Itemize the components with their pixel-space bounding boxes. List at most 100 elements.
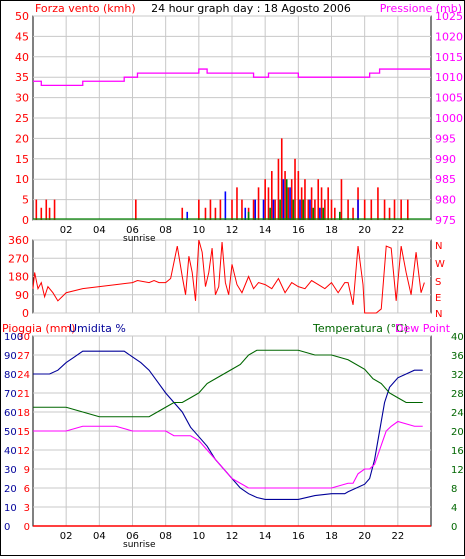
x-tick-bottom: 22	[391, 531, 404, 542]
y-tick-wind: 5	[22, 194, 29, 207]
direction-label-n-top: N	[435, 241, 442, 252]
y-tick-wind: 30	[15, 92, 29, 105]
y-tick-wind: 15	[15, 153, 29, 166]
sunrise-label-bottom: sunrise	[123, 540, 156, 550]
y2-tick-pressure: 1025	[435, 10, 463, 23]
y-tick-rain: 18	[17, 408, 30, 419]
x-tick-top: 02	[60, 225, 73, 236]
y-tick-rain: 27	[17, 351, 30, 362]
y2-tick-pressure: 1000	[435, 112, 463, 125]
x-tick-top: 10	[192, 225, 205, 236]
chart-title: 24 hour graph day : 18 Agosto 2006	[151, 2, 351, 15]
y-tick-wind: 0	[22, 214, 29, 227]
y-tick-rain: 3	[24, 503, 30, 514]
y2-tick-pressure: 1010	[435, 71, 463, 84]
y-tick-wind: 40	[15, 51, 29, 64]
x-tick-bottom: 20	[358, 531, 371, 542]
temperature-axis-label: Temperatura (°C)	[312, 322, 408, 335]
y2-tick-pressure: 995	[435, 132, 456, 145]
y-tick-humidity: 50	[4, 427, 17, 438]
y-tick-rain: 21	[17, 389, 30, 400]
x-tick-top: 18	[325, 225, 338, 236]
y-tick-wind: 20	[15, 132, 29, 145]
x-tick-top: 14	[259, 225, 272, 236]
x-tick-bottom: 04	[93, 531, 106, 542]
y-tick-direction: 360	[8, 234, 29, 247]
direction-label-s: S	[435, 277, 441, 288]
y-tick-wind: 25	[15, 112, 29, 125]
y-tick-humidity: 0	[4, 522, 10, 533]
y2-tick-pressure: 980	[435, 194, 456, 207]
y-tick-temperature: 36	[451, 351, 464, 362]
dewpoint-axis-label: Dew Point	[395, 322, 451, 335]
y-tick-rain: 0	[24, 522, 30, 533]
x-tick-bottom: 14	[259, 531, 272, 542]
x-tick-bottom: 10	[192, 531, 205, 542]
y-tick-humidity: 30	[4, 465, 17, 476]
y-tick-humidity: 80	[4, 370, 17, 381]
y-tick-temperature: 24	[451, 408, 464, 419]
y-tick-temperature: 12	[451, 465, 464, 476]
y-tick-rain: 15	[17, 427, 30, 438]
y-tick-temperature: 4	[451, 503, 457, 514]
x-tick-bottom: 06	[126, 531, 139, 542]
y-tick-humidity: 70	[4, 389, 17, 400]
y-tick-direction: 180	[8, 271, 29, 284]
y2-tick-pressure: 985	[435, 173, 456, 186]
y-tick-rain: 30	[17, 332, 30, 343]
x-tick-top: 16	[292, 225, 305, 236]
x-tick-top: 12	[226, 225, 239, 236]
y-tick-humidity: 100	[4, 332, 23, 343]
y-tick-temperature: 16	[451, 446, 464, 457]
y-tick-wind: 45	[15, 30, 29, 43]
x-tick-top: 22	[391, 225, 404, 236]
x-tick-bottom: 18	[325, 531, 338, 542]
x-tick-bottom: 02	[60, 531, 73, 542]
direction-label-e: E	[435, 293, 441, 304]
y-tick-rain: 6	[24, 484, 30, 495]
x-tick-bottom: 12	[226, 531, 239, 542]
x-tick-bottom: 16	[292, 531, 305, 542]
y-tick-wind: 10	[15, 173, 29, 186]
y2-tick-pressure: 1005	[435, 92, 463, 105]
humidity-axis-label: Umidita %	[69, 322, 126, 335]
y-tick-wind: 50	[15, 10, 29, 23]
y-tick-direction: 270	[8, 252, 29, 265]
y-tick-temperature: 0	[451, 522, 457, 533]
y-tick-humidity: 60	[4, 408, 17, 419]
pressure-line	[33, 68, 431, 87]
wind-axis-label: Forza vento (kmh)	[35, 2, 136, 15]
y-tick-temperature: 40	[451, 332, 464, 343]
y2-tick-pressure: 1015	[435, 51, 463, 64]
y-tick-temperature: 32	[451, 370, 464, 381]
y-tick-rain: 24	[17, 370, 30, 381]
y-tick-temperature: 20	[451, 427, 464, 438]
y-tick-direction: 0	[22, 307, 29, 320]
x-tick-top: 20	[358, 225, 371, 236]
x-tick-top: 04	[93, 225, 106, 236]
y-tick-direction: 90	[15, 289, 29, 302]
y-tick-humidity: 10	[4, 503, 17, 514]
y-tick-temperature: 8	[451, 484, 457, 495]
y-tick-temperature: 28	[451, 389, 464, 400]
x-tick-bottom: 08	[159, 531, 172, 542]
y-tick-humidity: 90	[4, 351, 17, 362]
dewpoint-line	[33, 420, 423, 489]
wind-direction-line	[32, 239, 425, 314]
x-tick-top: 08	[159, 225, 172, 236]
y2-tick-pressure: 975	[435, 214, 456, 227]
x-tick-top: 06	[126, 225, 139, 236]
rain-axis-label: Pioggia (mm)	[2, 322, 75, 335]
sunrise-label-top: sunrise	[123, 234, 156, 244]
y2-tick-pressure: 990	[435, 153, 456, 166]
y2-tick-pressure: 1020	[435, 30, 463, 43]
direction-label-w: W	[435, 259, 445, 270]
y-tick-humidity: 20	[4, 484, 17, 495]
y-tick-wind: 35	[15, 71, 29, 84]
y-tick-humidity: 40	[4, 446, 17, 457]
y-tick-rain: 12	[17, 446, 30, 457]
pressure-axis-label: Pressione (mb)	[380, 2, 462, 15]
y-tick-rain: 9	[24, 465, 30, 476]
